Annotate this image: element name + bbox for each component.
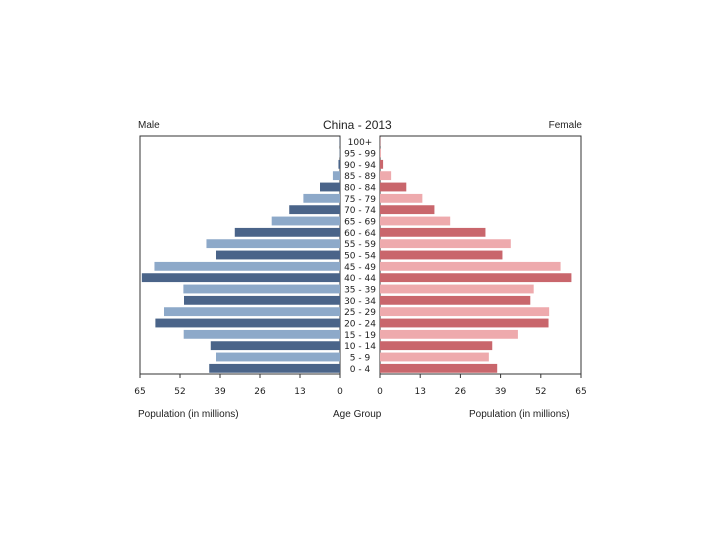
- female-bar: [380, 250, 503, 260]
- female-bar: [380, 205, 435, 215]
- age-group-label: 20 - 24: [344, 320, 376, 330]
- female-bar: [380, 171, 392, 181]
- male-bar: [209, 363, 340, 373]
- male-bar: [234, 227, 340, 237]
- male-bar: [141, 273, 340, 283]
- male-bar: [216, 352, 340, 362]
- male-tick-label: 13: [294, 387, 305, 397]
- female-bar: [380, 261, 561, 271]
- male-bar: [320, 182, 340, 192]
- female-bar: [380, 159, 384, 169]
- female-tick-label: 13: [414, 387, 425, 397]
- female-bar: [380, 295, 531, 305]
- male-tick-label: 52: [174, 387, 185, 397]
- male-bar: [164, 307, 340, 317]
- age-group-label: 90 - 94: [344, 161, 376, 171]
- male-bar: [216, 250, 340, 260]
- age-group-label: 15 - 19: [344, 331, 376, 341]
- female-bar: [380, 239, 511, 249]
- age-group-label: 5 - 9: [350, 354, 371, 364]
- male-bar: [206, 239, 340, 249]
- age-group-label: 0 - 4: [350, 365, 371, 375]
- female-tick-label: 26: [455, 387, 467, 397]
- female-bar: [380, 216, 451, 226]
- male-bar: [183, 284, 340, 294]
- male-bar: [184, 295, 340, 305]
- male-tick-label: 26: [254, 387, 266, 397]
- male-bar: [332, 171, 340, 181]
- female-bar: [380, 341, 493, 351]
- male-label: Male: [138, 120, 160, 131]
- male-bar: [154, 261, 340, 271]
- male-axis-title: Population (in millions): [138, 409, 239, 420]
- age-group-label: 35 - 39: [344, 286, 376, 296]
- female-bar: [380, 227, 486, 237]
- age-group-label: 70 - 74: [344, 206, 376, 216]
- female-bar: [380, 329, 518, 339]
- female-label: Female: [548, 120, 582, 131]
- female-bar: [380, 363, 498, 373]
- age-group-label: 85 - 89: [344, 172, 376, 182]
- male-bar: [183, 329, 340, 339]
- female-tick-label: 52: [535, 387, 546, 397]
- male-bar: [303, 193, 340, 203]
- female-tick-label: 0: [377, 387, 383, 397]
- age-group-label: 25 - 29: [344, 308, 376, 318]
- age-group-label: 10 - 14: [344, 342, 376, 352]
- female-bar: [380, 182, 407, 192]
- male-bar: [338, 159, 340, 169]
- male-tick-label: 0: [337, 387, 343, 397]
- male-tick-label: 65: [134, 387, 145, 397]
- female-tick-label: 65: [575, 387, 586, 397]
- female-bar: [380, 284, 534, 294]
- female-bar: [380, 318, 549, 328]
- age-group-label: 80 - 84: [344, 184, 376, 194]
- female-bar: [380, 148, 381, 158]
- female-bar: [380, 352, 489, 362]
- female-tick-label: 39: [495, 387, 507, 397]
- age-group-label: 65 - 69: [344, 218, 376, 228]
- female-bar: [380, 307, 550, 317]
- male-tick-label: 39: [214, 387, 226, 397]
- age-group-label: 55 - 59: [344, 240, 376, 250]
- female-bar: [380, 193, 423, 203]
- male-bar: [155, 318, 340, 328]
- male-bar: [271, 216, 340, 226]
- age-group-label: 30 - 34: [344, 297, 376, 307]
- age-group-label: 40 - 44: [344, 274, 376, 284]
- age-group-label: 100+: [348, 138, 373, 148]
- male-bar: [210, 341, 340, 351]
- female-axis-title: Population (in millions): [469, 409, 570, 420]
- age-group-label: 45 - 49: [344, 263, 376, 273]
- female-bar: [380, 273, 572, 283]
- age-group-label: 60 - 64: [344, 229, 376, 239]
- chart-title: China - 2013: [323, 118, 392, 132]
- age-group-label: 95 - 99: [344, 150, 376, 160]
- age-group-axis-title: Age Group: [333, 409, 382, 420]
- age-group-label: 75 - 79: [344, 195, 376, 205]
- age-group-label: 50 - 54: [344, 252, 376, 262]
- male-bar: [289, 205, 340, 215]
